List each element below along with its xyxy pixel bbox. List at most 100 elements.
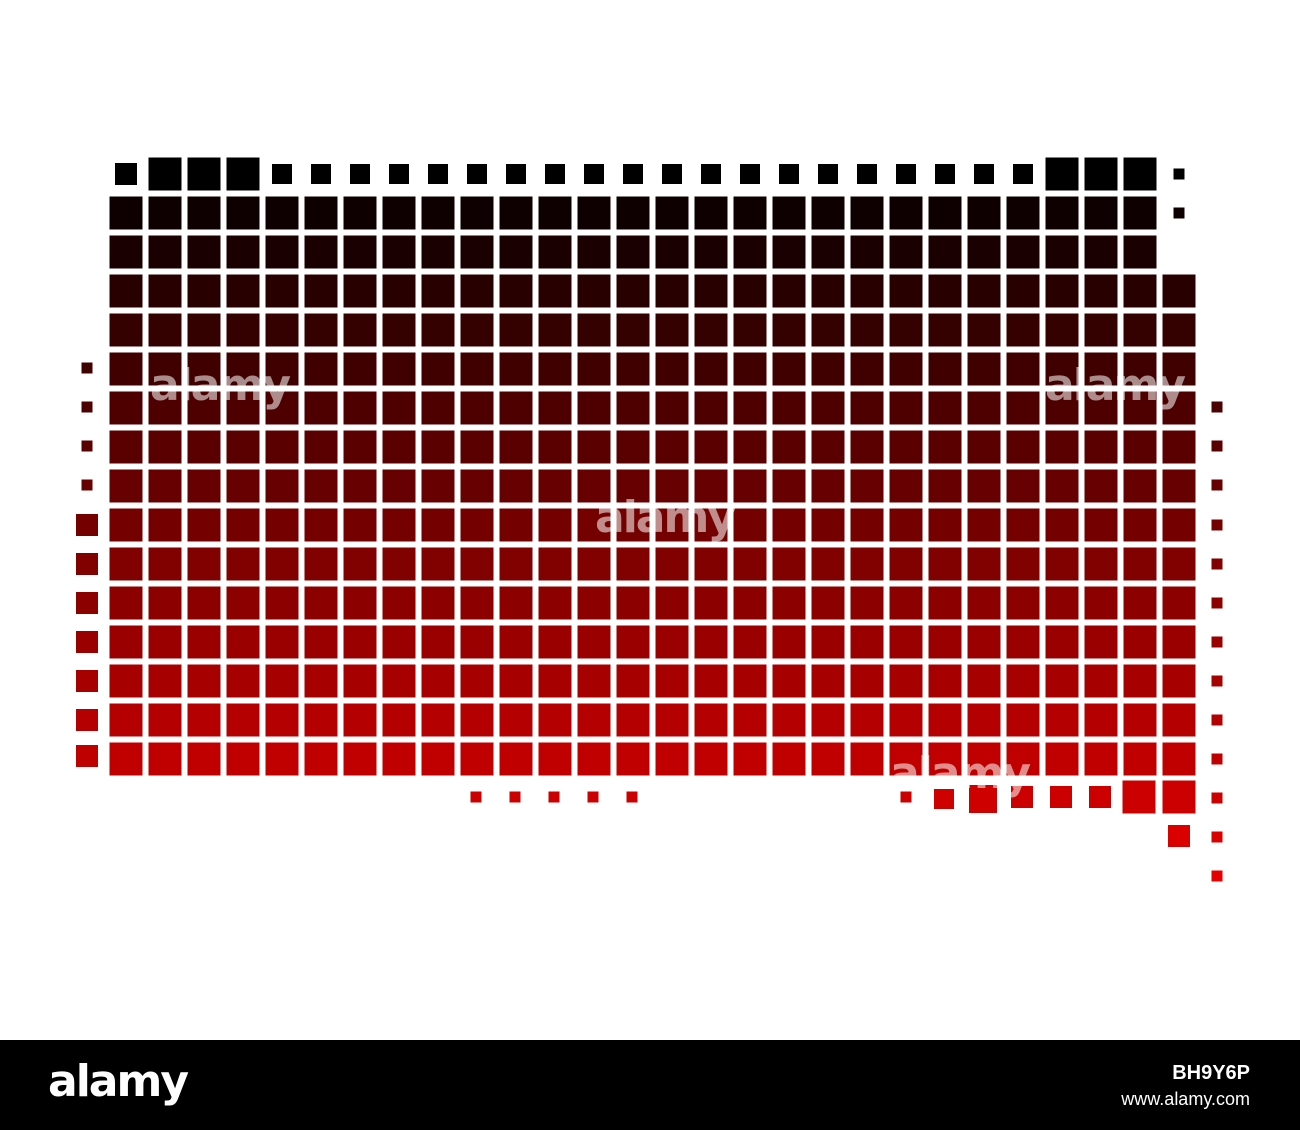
map-tile: [343, 586, 377, 620]
map-tile: [577, 196, 611, 230]
alamy-logo: alamy: [48, 1056, 189, 1107]
map-tile: [626, 791, 638, 803]
map-tile: [109, 625, 143, 659]
map-tile: [148, 664, 182, 698]
map-tile: [109, 508, 143, 542]
map-tile: [1123, 352, 1157, 386]
map-tile: [733, 430, 767, 464]
map-tile: [1084, 274, 1118, 308]
map-tile: [811, 586, 845, 620]
map-tile: [616, 469, 650, 503]
map-tile: [811, 352, 845, 386]
map-tile: [1006, 469, 1040, 503]
map-tile: [538, 508, 572, 542]
map-tile: [421, 742, 455, 776]
map-tile: [187, 196, 221, 230]
map-tile: [772, 742, 806, 776]
map-tile: [304, 664, 338, 698]
map-tile: [733, 742, 767, 776]
map-tile: [1045, 235, 1079, 269]
map-tile: [694, 196, 728, 230]
map-tile: [1006, 196, 1040, 230]
map-tile: [538, 391, 572, 425]
map-tile: [1162, 742, 1196, 776]
map-tile: [499, 664, 533, 698]
map-tile: [694, 391, 728, 425]
map-tile: [460, 313, 494, 347]
map-tile: [655, 586, 689, 620]
map-tile: [772, 235, 806, 269]
map-tile: [1162, 274, 1196, 308]
map-tile: [226, 742, 260, 776]
map-tile: [226, 391, 260, 425]
map-tile: [655, 313, 689, 347]
map-tile: [1045, 508, 1079, 542]
map-tile: [460, 430, 494, 464]
map-tile: [460, 547, 494, 581]
map-tile: [967, 664, 1001, 698]
map-tile: [1006, 274, 1040, 308]
map-tile: [733, 391, 767, 425]
map-tile: [148, 391, 182, 425]
map-tile: [343, 196, 377, 230]
map-tile: [1084, 742, 1118, 776]
map-tile: [655, 547, 689, 581]
map-tile: [109, 235, 143, 269]
map-tile: [811, 274, 845, 308]
map-tile: [577, 352, 611, 386]
map-tile: [499, 274, 533, 308]
map-tile: [811, 235, 845, 269]
map-tile: [304, 703, 338, 737]
map-tile: [265, 235, 299, 269]
dot-map: [76, 157, 1223, 882]
map-tile: [226, 625, 260, 659]
map-tile: [1006, 313, 1040, 347]
map-tile: [226, 196, 260, 230]
map-tile: [343, 703, 377, 737]
map-tile: [187, 625, 221, 659]
map-tile: [889, 664, 923, 698]
map-tile: [616, 664, 650, 698]
map-tile: [421, 313, 455, 347]
map-tile: [343, 430, 377, 464]
map-tile: [1084, 157, 1118, 191]
map-tile: [1006, 508, 1040, 542]
map-tile: [499, 547, 533, 581]
map-tile: [1045, 352, 1079, 386]
map-tile: [900, 791, 912, 803]
map-tile: [616, 235, 650, 269]
map-tile: [928, 625, 962, 659]
map-tile: [1211, 675, 1223, 687]
map-tile: [928, 274, 962, 308]
map-tile: [811, 547, 845, 581]
map-tile: [850, 196, 884, 230]
map-tile: [304, 430, 338, 464]
map-tile: [772, 391, 806, 425]
map-tile: [272, 164, 292, 184]
map-tile: [226, 157, 260, 191]
map-tile: [811, 313, 845, 347]
map-tile: [460, 742, 494, 776]
map-tile: [616, 742, 650, 776]
map-tile: [1011, 786, 1033, 808]
map-tile: [889, 430, 923, 464]
map-tile: [187, 508, 221, 542]
map-tile: [76, 514, 98, 536]
map-tile: [343, 352, 377, 386]
map-tile: [967, 235, 1001, 269]
map-tile: [1045, 157, 1079, 191]
map-tile: [1084, 586, 1118, 620]
map-tile: [265, 664, 299, 698]
map-tile: [382, 664, 416, 698]
map-tile: [1211, 870, 1223, 882]
map-tile: [889, 742, 923, 776]
map-tile: [850, 274, 884, 308]
map-tile: [1084, 625, 1118, 659]
map-tile: [928, 586, 962, 620]
map-tile: [655, 625, 689, 659]
map-tile: [850, 703, 884, 737]
map-tile: [662, 164, 682, 184]
map-tile: [1211, 714, 1223, 726]
map-tile: [1211, 558, 1223, 570]
map-tile: [928, 508, 962, 542]
